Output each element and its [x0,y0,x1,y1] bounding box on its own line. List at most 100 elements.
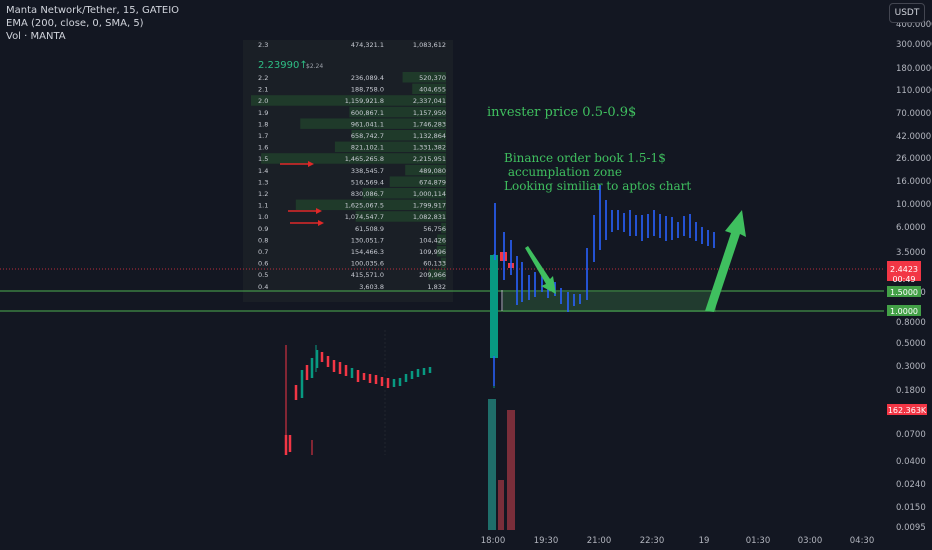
orderbook-row-price: 1.4 [258,167,268,175]
orderbook-row-amount: 658,742.7 [351,132,384,140]
orderbook-row-price: 0.4 [258,283,268,291]
orderbook-price-header: 2.23990↑ [258,60,308,71]
orderbook-top-total: 1,083,612 [413,41,446,49]
orderbook-row-total: 1,799,917 [413,202,446,210]
symbol-title[interactable]: Manta Network/Tether, 15, GATEIO [6,5,180,16]
time-tick: 19 [699,536,710,546]
price-tick: 0.8000 [896,318,926,328]
price-tick: 42.0000 [896,132,931,142]
down-arrow [525,246,556,294]
volume-bar-3 [507,410,515,530]
annotation-investor-price: invester price 0.5-0.9$ [487,105,636,120]
orderbook-depth-bar [405,164,446,176]
orderbook-row-price: 1.7 [258,132,268,140]
orderbook-row-total: 1,331,382 [413,144,446,152]
orderbook-row-amount: 1,625,067.5 [345,202,384,210]
candle-1 [490,255,498,358]
orderbook-row-amount: 1,074,547.7 [345,213,384,221]
orderbook-depth-bar [412,83,446,95]
orderbook-row-total: 489,080 [419,167,446,175]
orderbook-depth-bar [251,95,446,106]
price-tick: 0.5000 [896,339,926,349]
mini-chart-image [243,323,446,463]
orderbook-row-amount: 600,867.1 [351,109,384,117]
orderbook-row-total: 1,000,114 [413,190,446,198]
orderbook-depth-bar [440,257,446,269]
orderbook-row-price: 1.2 [258,190,268,198]
orderbook-depth-bar [355,211,446,222]
volume-value: 162.363K [888,406,927,415]
orderbook-row-amount: 61,508.9 [355,225,384,233]
price-axis[interactable]: 400.0000 300.0000 180.0000 110.0000 70.0000 4… [884,0,932,550]
time-tick: 21:00 [587,536,612,546]
up-arrow [705,210,746,312]
orderbook-row-amount: 821,102.1 [351,144,384,152]
orderbook-red-arrows [280,161,324,226]
ema-indicator-label[interactable]: EMA (200, close, 0, SMA, 5) [6,18,144,29]
orderbook-row-amount: 130,051.7 [351,236,384,244]
price-tick: 400.0000 [896,20,932,30]
orderbook-row-price: 0.9 [258,225,268,233]
orderbook-row-amount: 830,086.7 [351,190,384,198]
accumulation-zone [503,292,716,312]
orderbook-row-amount: 961,041.1 [351,120,384,128]
price-tick: 0.3000 [896,362,926,372]
orderbook-row-total: 60,133 [423,260,446,268]
price-tick: 300.0000 [896,40,932,50]
orderbook-row-price: 1.6 [258,144,268,152]
orderbook-row-amount: 1,159,921.8 [345,97,384,105]
time-tick: 22:30 [640,536,665,546]
orderbook-row-amount: 1,465,265.8 [345,155,384,163]
price-tick: 180.0000 [896,64,932,74]
orderbook-row-price: 0.5 [258,271,268,279]
time-tick: 18:00 [481,536,506,546]
currency-button[interactable]: USDT [889,3,925,23]
orderbook-row-total: 1,157,950 [413,109,446,117]
annotation-arrows [525,210,746,312]
orderbook-row-price: 2.0 [258,97,268,105]
time-tick: 19:30 [534,536,559,546]
orderbook-row-price: 1.5 [258,155,268,163]
orderbook-row-amount: 516,569.4 [351,178,384,186]
price-tick: 110.0000 [896,86,932,96]
price-tick: 10.0000 [896,200,931,210]
time-tick: 04:30 [850,536,875,546]
time-axis[interactable]: 18:00 19:30 21:00 22:30 19 01:30 03:00 04:30 [481,536,875,546]
annotation-line-2: accumplation zone [504,165,622,179]
orderbook-row-total: 1,082,831 [413,213,446,221]
orderbook-row-total: 674,879 [419,178,446,186]
orderbook-row-total: 1,832 [427,283,446,291]
volume-indicator-label[interactable]: Vol · MANTA [6,31,66,42]
price-tick: 3.5000 [896,248,926,258]
orderbook-row-price: 1.3 [258,178,268,186]
price-tick: 0.0240 [896,480,926,490]
price-tick: 0.0700 [896,430,926,440]
time-tick: 01:30 [746,536,771,546]
orderbook-row-price: 1.8 [258,120,268,128]
price-tick: 70.0000 [896,109,931,119]
time-tick: 03:00 [798,536,823,546]
orderbook-depth-bar [351,130,446,141]
orderbook-depth-bar [389,176,446,187]
orderbook-depth-bar [261,153,446,164]
level-high-value: 1.5000 [890,288,918,297]
current-price-badge [887,261,921,281]
level-low-value: 1.0000 [890,307,918,316]
orderbook-depth-bar [334,141,446,153]
price-tick: 6.0000 [896,223,926,233]
orderbook-row-amount: 100,035.6 [351,260,384,268]
orderbook-row-total: 1,132,864 [413,132,446,140]
price-candles [490,185,715,388]
orderbook-row-price: 1.0 [258,213,268,221]
annotation-line-1: Binance order book 1.5-1$ [504,151,666,165]
orderbook-row-amount: 415,571.0 [351,271,384,279]
price-tick: 26.0000 [896,154,931,164]
orderbook-row-total: 2,215,951 [413,155,446,163]
orderbook-row-total: 209,966 [419,271,446,279]
orderbook-row-amount: 3,603.8 [359,283,384,291]
orderbook-row-price: 0.7 [258,248,268,256]
volume-bar-1 [488,399,496,530]
candle-countdown: 00:49 [892,275,915,284]
orderbook-row-price: 1.1 [258,202,268,210]
